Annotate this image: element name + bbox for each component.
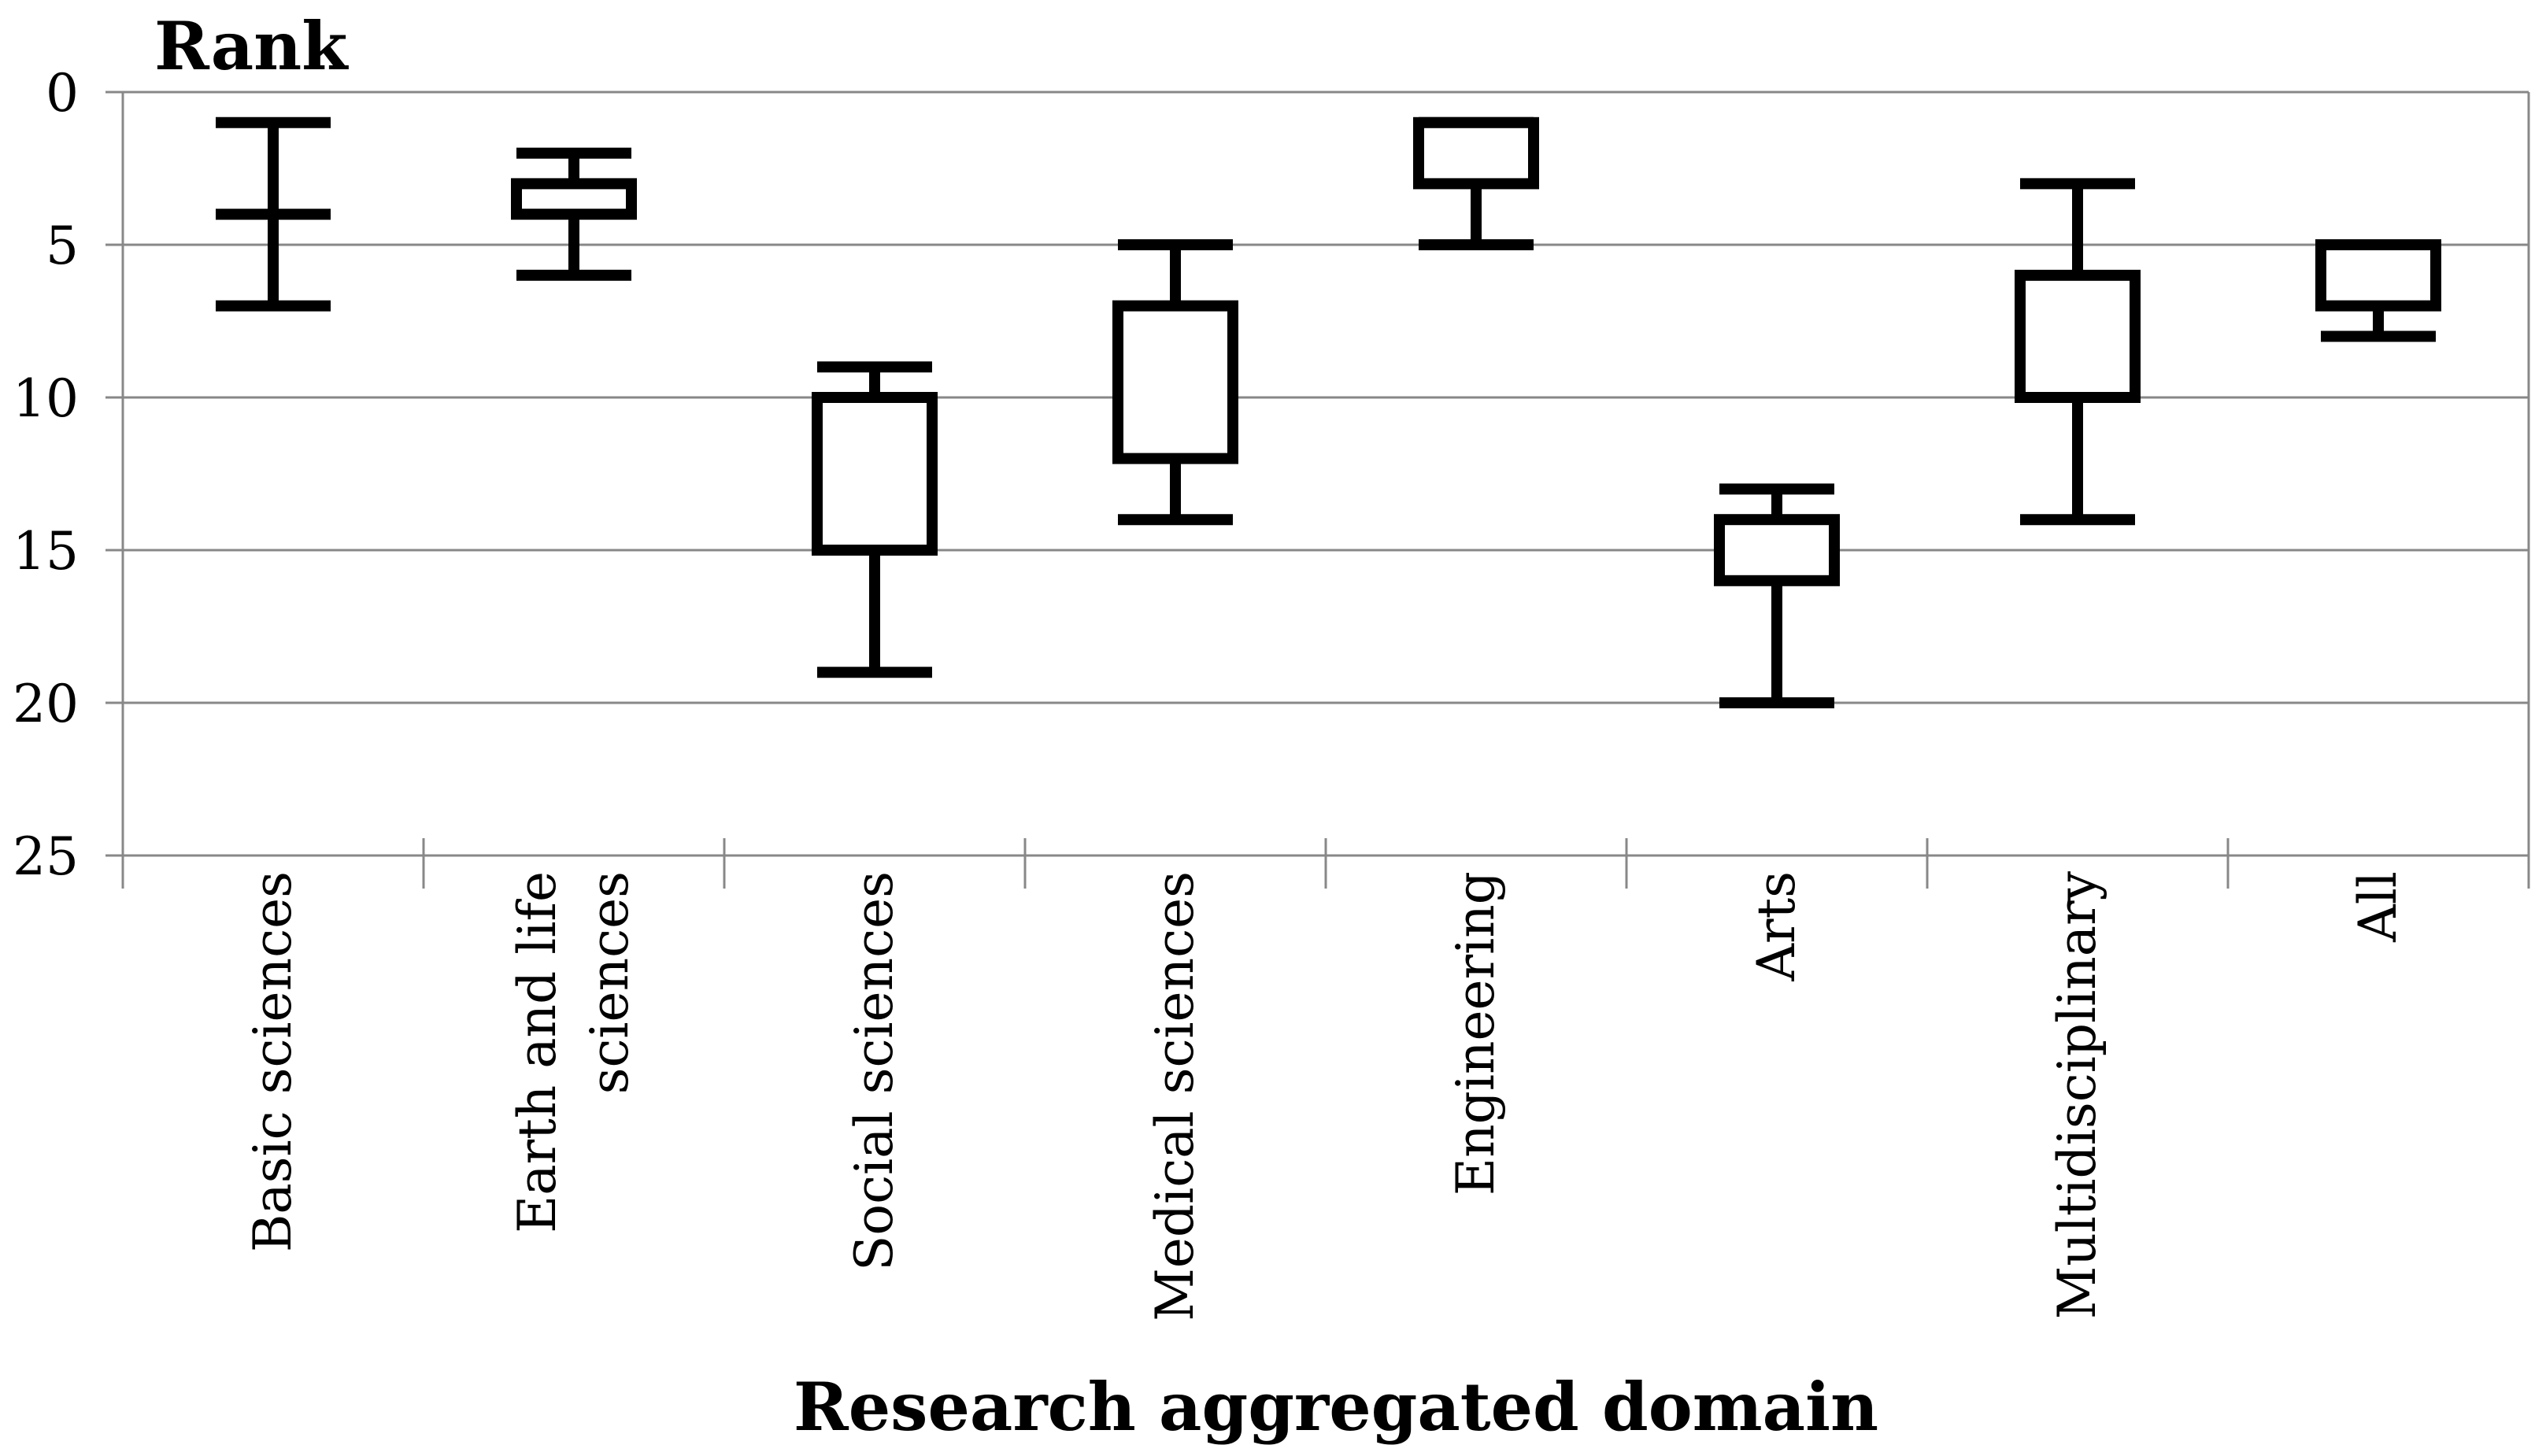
box-body: [1112, 300, 1238, 464]
x-category-label-line: Multidisciplinary: [2047, 870, 2107, 1319]
x-category-label: Engineering: [1445, 871, 1506, 1195]
x-category-label-line: sciences: [579, 871, 640, 1094]
boxes: [216, 116, 2441, 708]
box-3: [812, 361, 938, 678]
x-category-label: Medical sciences: [1145, 871, 1205, 1321]
x-category-label-line: Basic sciences: [242, 871, 303, 1252]
y-tick-label: 5: [46, 216, 79, 276]
x-axis-title: Research aggregated domain: [794, 1368, 1878, 1446]
x-category-label: Earth and life sciences: [507, 871, 640, 1233]
box-body: [2315, 239, 2441, 312]
box-7: [2015, 178, 2141, 526]
x-category-labels: Basic sciences Earth and life sciences Soci…: [242, 870, 2408, 1321]
y-tick-label: 25: [13, 826, 79, 887]
box-6: [1714, 483, 1840, 708]
x-category-label: All: [2348, 871, 2408, 943]
box-5: [1413, 116, 1539, 250]
box-4: [1112, 239, 1238, 526]
grid-lines: [123, 91, 2529, 704]
x-category-label: Social sciences: [844, 871, 905, 1271]
box-body: [1413, 116, 1539, 190]
y-tick-label: 0: [46, 63, 79, 124]
y-tick-label: 20: [13, 674, 79, 734]
y-tick-label: 15: [13, 521, 79, 582]
x-category-label-line: Medical sciences: [1145, 871, 1205, 1321]
x-category-label-line: Arts: [1746, 871, 1807, 982]
box-1: [216, 116, 331, 312]
box-body: [511, 178, 637, 220]
axes: [105, 91, 2530, 889]
x-category-label-line: All: [2348, 871, 2408, 943]
box-body: [1714, 514, 1840, 586]
y-tick-labels: 0 5 10 15 20 25: [13, 63, 79, 887]
box-8: [2315, 239, 2441, 342]
x-category-label-line: Earth and life: [507, 871, 568, 1233]
box-2: [511, 147, 637, 281]
box-body: [812, 392, 938, 556]
y-axis-title: Rank: [154, 7, 349, 85]
y-tick-label: 10: [13, 368, 79, 429]
x-category-label: Multidisciplinary: [2047, 870, 2107, 1319]
x-category-label: Arts: [1746, 871, 1807, 982]
x-category-label-line: Engineering: [1445, 871, 1506, 1195]
x-category-label-line: Social sciences: [844, 871, 905, 1271]
x-category-label: Basic sciences: [242, 871, 303, 1252]
box-body: [2015, 269, 2141, 403]
